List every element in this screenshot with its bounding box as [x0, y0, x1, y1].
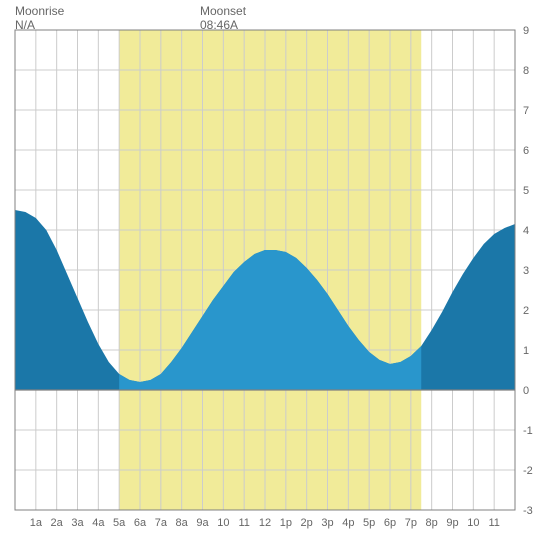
x-tick-label: 11: [488, 517, 499, 529]
x-tick-label: 2p: [301, 517, 313, 529]
x-tick-label: 2a: [51, 517, 64, 529]
x-tick-label: 1p: [280, 517, 292, 529]
x-tick-label: 8a: [176, 517, 189, 529]
x-tick-label: 5p: [363, 517, 375, 529]
x-tick-label: 3p: [321, 517, 333, 529]
x-tick-label: 11: [238, 517, 249, 529]
x-tick-label: 12: [259, 517, 271, 529]
tide-chart: -3-2-101234567891a2a3a4a5a6a7a8a9a101112…: [0, 0, 550, 550]
x-tick-label: 4a: [92, 517, 105, 529]
y-tick-label: 6: [523, 145, 529, 157]
x-tick-label: 1a: [30, 517, 43, 529]
x-tick-label: 10: [467, 517, 479, 529]
x-tick-label: 10: [217, 517, 229, 529]
x-tick-label: 4p: [342, 517, 354, 529]
x-tick-label: 7p: [405, 517, 417, 529]
y-tick-label: 9: [523, 25, 529, 37]
y-tick-label: 8: [523, 65, 529, 77]
y-tick-label: 7: [523, 105, 529, 117]
y-tick-label: -2: [523, 465, 533, 477]
x-tick-label: 6a: [134, 517, 147, 529]
x-tick-label: 5a: [113, 517, 126, 529]
y-tick-label: -1: [523, 425, 533, 437]
x-tick-label: 8p: [426, 517, 438, 529]
x-tick-label: 9p: [446, 517, 458, 529]
y-tick-label: 0: [523, 385, 529, 397]
x-tick-label: 6p: [384, 517, 396, 529]
y-tick-label: -3: [523, 505, 533, 517]
y-tick-label: 4: [523, 225, 529, 237]
y-tick-label: 2: [523, 305, 529, 317]
y-tick-label: 5: [523, 185, 529, 197]
tide-chart-container: Moonrise N/A Moonset 08:46A -3-2-1012345…: [0, 0, 550, 550]
y-tick-label: 3: [523, 265, 529, 277]
x-tick-label: 7a: [155, 517, 168, 529]
x-tick-label: 3a: [71, 517, 84, 529]
y-tick-label: 1: [523, 345, 529, 357]
x-tick-label: 9a: [196, 517, 209, 529]
